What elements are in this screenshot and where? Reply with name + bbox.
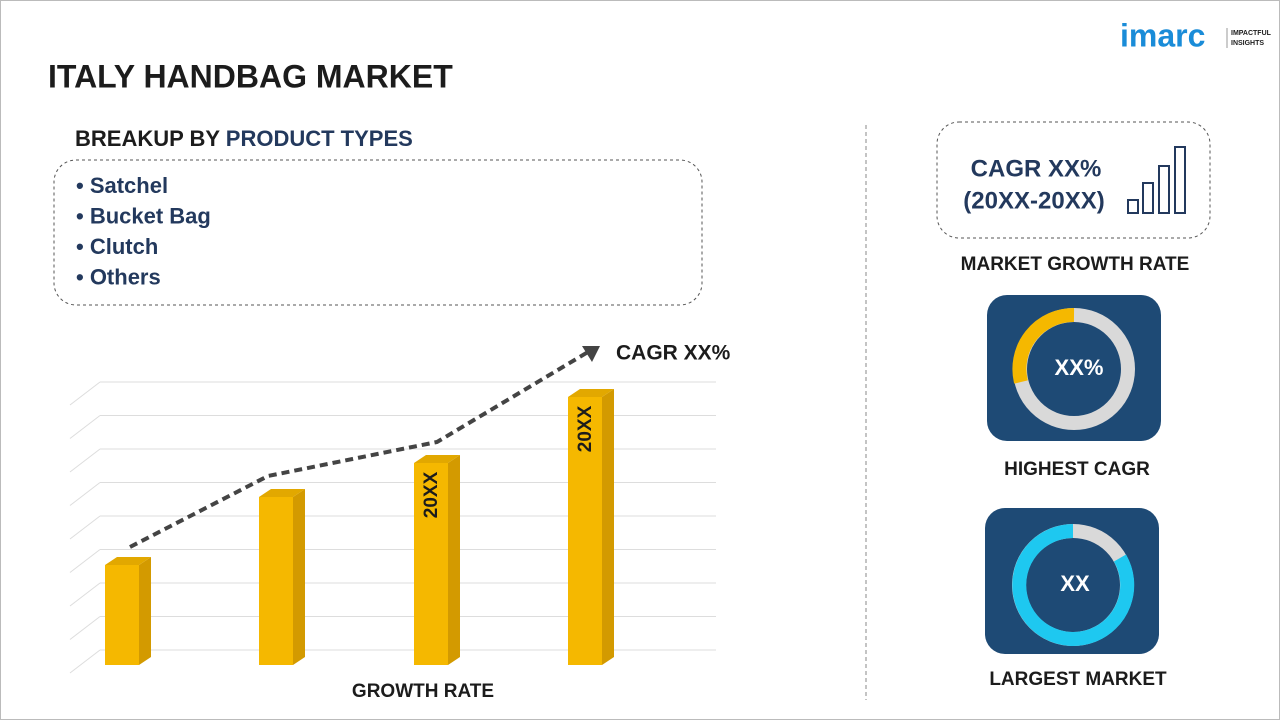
grid-line	[69, 582, 101, 607]
grid-line	[69, 482, 101, 506]
period-text: (20XX-20XX)	[963, 187, 1104, 214]
grid-line	[69, 515, 101, 540]
bar-side	[139, 557, 151, 665]
market-value: XX	[1060, 571, 1090, 596]
trend-label: CAGR XX%	[616, 342, 731, 365]
bar	[568, 397, 602, 665]
grid-line	[69, 381, 101, 406]
bar-top	[568, 389, 614, 397]
bar-top	[414, 455, 460, 463]
market-label: LARGEST MARKET	[989, 669, 1167, 690]
breakup-item: • Satchel	[76, 173, 168, 198]
title: ITALY HANDBAG MARKET	[48, 58, 453, 94]
cagr-value: XX%	[1055, 355, 1104, 380]
growth-label: MARKET GROWTH RATE	[961, 254, 1190, 275]
bar-side	[293, 489, 305, 665]
breakup-label: BREAKUP BY	[75, 126, 220, 151]
donut-arc	[1012, 524, 1135, 646]
x-axis-label: GROWTH RATE	[352, 681, 494, 702]
cagr-text: CAGR XX%	[971, 155, 1102, 182]
bar-top	[259, 489, 305, 497]
breakup-item: • Clutch	[76, 234, 158, 259]
breakup-item: • Others	[76, 264, 161, 289]
breakup-item: • Bucket Bag	[76, 203, 211, 228]
trend-line	[129, 350, 590, 549]
bar-top	[105, 557, 151, 565]
grid-line	[69, 549, 101, 573]
logo: imarc	[1120, 17, 1205, 53]
trend-arrow	[582, 346, 600, 362]
grid-line	[69, 415, 101, 439]
growth-box	[936, 121, 1211, 239]
bar	[105, 565, 139, 665]
bar	[259, 497, 293, 665]
bar-label: 20XX	[575, 405, 596, 452]
bar-side	[602, 389, 614, 665]
breakup-list: • Satchel • Bucket Bag • Clutch • Others	[76, 173, 211, 290]
cagr-label: HIGHEST CAGR	[1004, 459, 1150, 480]
bars-icon	[1127, 146, 1186, 214]
bar-label: 20XX	[421, 471, 442, 518]
grid-line	[69, 448, 101, 473]
grid-line	[69, 649, 101, 674]
breakup-box	[53, 159, 703, 306]
logo-tagline: INSIGHTS	[1231, 40, 1264, 47]
logo-tagline: IMPACTFUL	[1231, 30, 1272, 37]
breakup-highlight: PRODUCT TYPES	[226, 126, 413, 151]
grid-line	[69, 616, 101, 640]
donut-arc	[1012, 307, 1075, 384]
bar-side	[448, 455, 460, 665]
breakup-heading: BREAKUP BY PRODUCT TYPES	[75, 126, 413, 151]
growth-chart: 20XX 20XX	[69, 346, 716, 674]
bar	[414, 463, 448, 665]
